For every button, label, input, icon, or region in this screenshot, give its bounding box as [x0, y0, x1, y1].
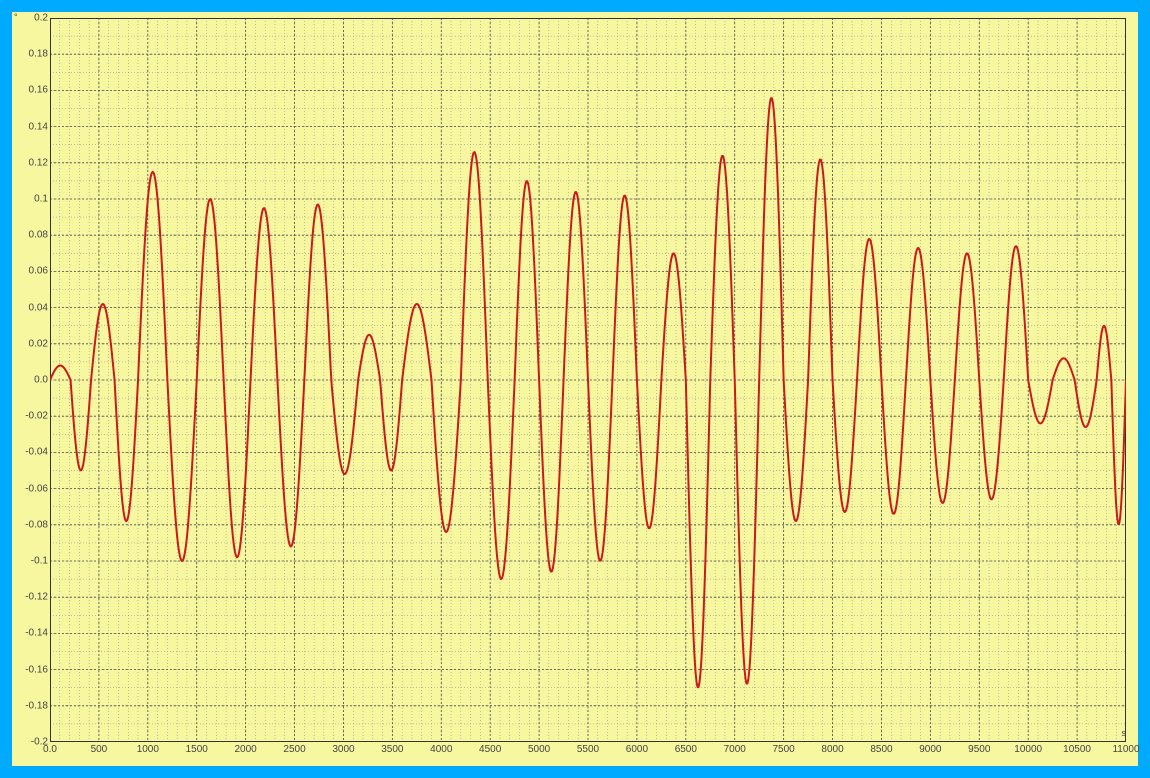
y-tick-label: 0.18	[29, 49, 50, 60]
x-tick-label: 9500	[968, 742, 990, 755]
y-tick-label: 0.12	[29, 157, 50, 168]
y-tick-label: 0.08	[29, 230, 50, 241]
y-tick-label: -0.18	[25, 700, 50, 711]
x-tick-label: 6500	[675, 742, 697, 755]
x-tick-label: 5000	[528, 742, 550, 755]
y-axis-unit: °	[14, 12, 18, 22]
y-tick-label: -0.06	[25, 483, 50, 494]
x-tick-label: 4000	[430, 742, 452, 755]
y-tick-label: 0.1	[34, 194, 50, 205]
x-tick-label: 11000	[1112, 742, 1139, 755]
x-tick-label: 4500	[479, 742, 501, 755]
x-tick-label: 7000	[724, 742, 746, 755]
x-tick-label: 7500	[773, 742, 795, 755]
y-tick-label: -0.02	[25, 411, 50, 422]
y-tick-label: -0.16	[25, 664, 50, 675]
y-tick-label: -0.1	[31, 556, 50, 567]
y-tick-label: 0.04	[29, 302, 50, 313]
x-tick-label: 10500	[1063, 742, 1091, 755]
chart-frame: ° s 0.0500100015002000250030003500400045…	[0, 0, 1150, 778]
plot-svg	[50, 18, 1126, 742]
x-tick-label: 5500	[577, 742, 599, 755]
y-tick-label: 0.0	[34, 375, 50, 386]
y-tick-label: 0.02	[29, 338, 50, 349]
y-tick-label: 0.2	[34, 13, 50, 24]
y-tick-label: -0.14	[25, 628, 50, 639]
plot-area: s 0.050010001500200025003000350040004500…	[50, 18, 1126, 742]
x-tick-label: 6000	[626, 742, 648, 755]
x-tick-label: 1500	[186, 742, 208, 755]
x-tick-label: 8500	[870, 742, 892, 755]
x-tick-label: 9000	[919, 742, 941, 755]
x-tick-label: 3500	[381, 742, 403, 755]
x-tick-label: 2000	[235, 742, 257, 755]
x-tick-label: 500	[91, 742, 108, 755]
y-tick-label: -0.12	[25, 592, 50, 603]
y-tick-label: -0.04	[25, 447, 50, 458]
x-tick-label: 3000	[332, 742, 354, 755]
y-tick-label: -0.2	[31, 737, 50, 748]
y-tick-label: 0.16	[29, 85, 50, 96]
y-tick-label: 0.06	[29, 266, 50, 277]
x-tick-label: 1000	[137, 742, 159, 755]
x-tick-label: 2500	[283, 742, 305, 755]
x-tick-label: 8000	[821, 742, 843, 755]
y-tick-label: -0.08	[25, 519, 50, 530]
y-tick-label: 0.14	[29, 121, 50, 132]
x-axis-unit: s	[1122, 728, 1127, 738]
x-tick-label: 10000	[1014, 742, 1042, 755]
